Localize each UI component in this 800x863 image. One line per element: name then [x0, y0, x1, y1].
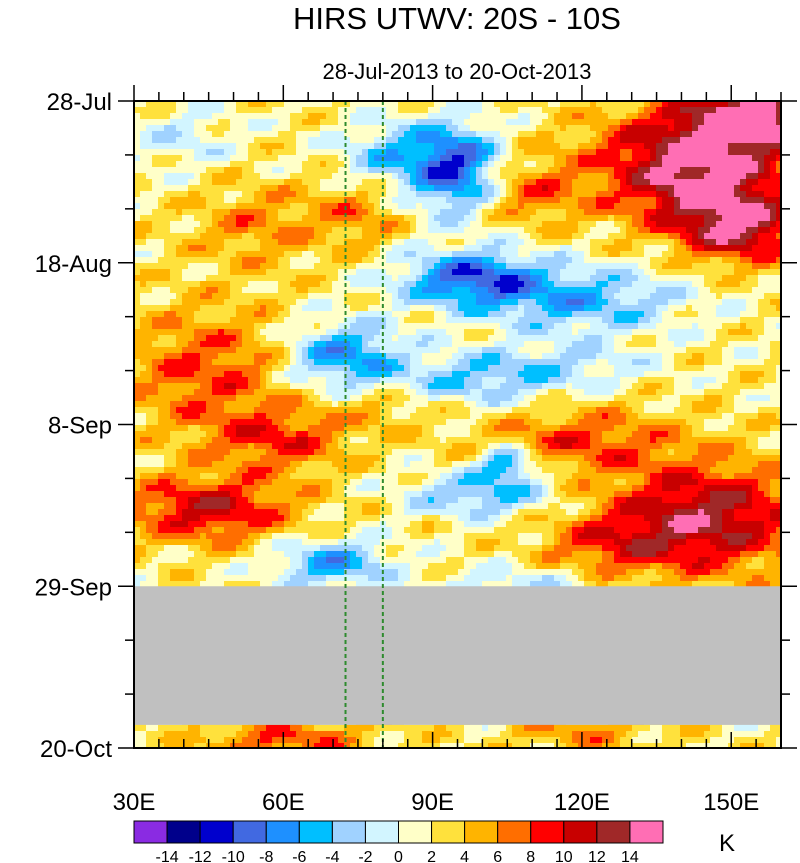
colorbar-swatch [199, 820, 234, 844]
y-tick-label: 20-Oct [40, 736, 112, 763]
colorbar-label: 2 [427, 849, 436, 863]
colorbar: -14 -12 -10 -8 -6 -4 -2 0 2 4 6 8 10 12 14 [133, 820, 664, 863]
colorbar-swatch [364, 820, 399, 844]
colorbar-swatch [596, 820, 631, 844]
colorbar-swatch [398, 820, 433, 844]
colorbar-label: -6 [292, 849, 306, 863]
chart-title: HIRS UTWV: 20S - 10S [293, 1, 621, 36]
colorbar-label: -4 [325, 849, 339, 863]
colorbar-swatch [431, 820, 466, 844]
colorbar-swatch [563, 820, 598, 844]
chart-subtitle: 28-Jul-2013 to 20-Oct-2013 [322, 59, 591, 84]
colorbar-label: 12 [588, 849, 606, 863]
colorbar-label: -8 [259, 849, 273, 863]
x-tick-label: 150E [703, 789, 759, 816]
colorbar-label: 14 [621, 849, 639, 863]
y-axis: 28-Jul 18-Aug 8-Sep 29-Sep 20-Oct [35, 89, 797, 763]
colorbar-label: -2 [358, 849, 372, 863]
missing-data-band [134, 586, 781, 725]
colorbar-swatch [530, 820, 565, 844]
colorbar-label: 0 [394, 849, 403, 863]
colorbar-swatch [265, 820, 300, 844]
colorbar-label: -10 [222, 849, 245, 863]
colorbar-swatch [464, 820, 499, 844]
colorbar-swatch [133, 820, 168, 844]
colorbar-swatch [331, 820, 366, 844]
colorbar-swatch [232, 820, 267, 844]
colorbar-unit: K [719, 830, 735, 857]
x-tick-label: 30E [113, 789, 156, 816]
x-tick-label: 60E [262, 789, 305, 816]
colorbar-label: 8 [526, 849, 535, 863]
x-tick-label: 120E [554, 789, 610, 816]
y-tick-label: 18-Aug [35, 251, 112, 278]
y-tick-label: 29-Sep [35, 574, 112, 601]
y-tick-label: 28-Jul [47, 89, 112, 116]
reference-lines [344, 101, 384, 748]
colorbar-swatch [629, 820, 664, 844]
x-tick-label: 90E [411, 789, 454, 816]
colorbar-label: -12 [189, 849, 212, 863]
colorbar-swatch [298, 820, 333, 844]
colorbar-label: 10 [555, 849, 573, 863]
colorbar-swatch [497, 820, 532, 844]
colorbar-label: -14 [156, 849, 179, 863]
colorbar-swatch [166, 820, 201, 844]
y-tick-label: 8-Sep [48, 413, 112, 440]
x-axis: 30E 60E 90E 120E 150E [113, 85, 782, 816]
colorbar-label: 4 [460, 849, 469, 863]
colorbar-label: 6 [493, 849, 502, 863]
